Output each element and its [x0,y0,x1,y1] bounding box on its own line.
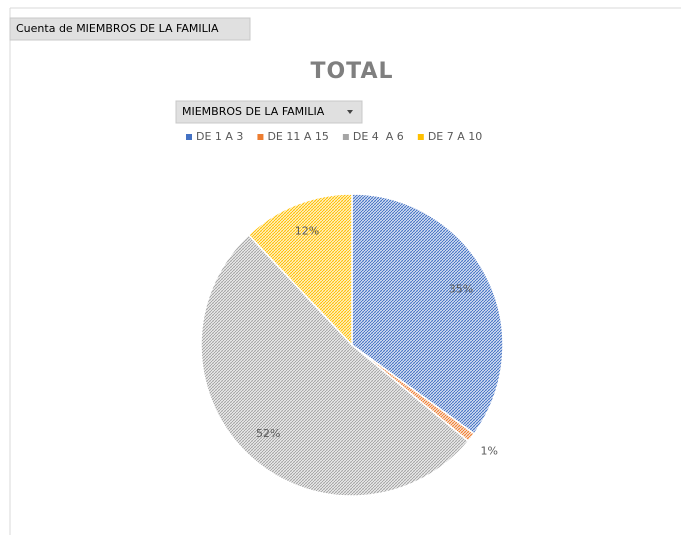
category-field-button[interactable] [175,100,363,124]
category-field-label: MIEMBROS DE LA FAMILIA [182,105,325,118]
legend-label: DE 11 A 15 [267,130,328,143]
data-label: 52% [256,427,280,440]
pie-slice [247,193,353,347]
pie-slice [351,193,504,435]
legend-label: DE 4 A 6 [353,130,404,143]
legend-label: DE 7 A 10 [428,130,482,143]
chart-title: TOTAL [310,59,393,84]
data-label: 35% [449,282,473,295]
pie-slice [200,233,470,497]
legend-label: DE 1 A 3 [196,130,243,143]
value-field-label: Cuenta de MIEMBROS DE LA FAMILIA [16,22,219,35]
legend-swatch [186,134,192,140]
data-label: 1% [480,444,497,457]
data-label: 12% [295,224,319,237]
legend-swatch [342,134,349,140]
legend-swatch [257,134,264,140]
value-field-button[interactable] [9,17,251,41]
legend-swatch [417,134,424,140]
dropdown-arrow[interactable] [347,110,353,114]
